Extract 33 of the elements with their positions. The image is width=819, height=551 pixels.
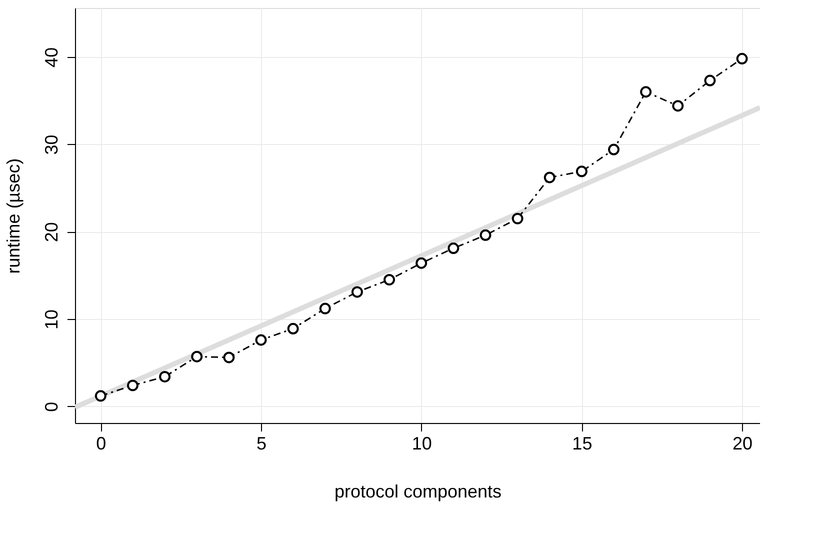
point — [736, 52, 748, 64]
point — [94, 390, 106, 402]
point — [126, 380, 138, 392]
x-tick-label: 5 — [256, 434, 267, 454]
point — [480, 229, 492, 241]
x-tick-label: 0 — [96, 434, 106, 454]
y-tick-label: 40 — [42, 47, 62, 68]
x-tick-label: 20 — [732, 434, 753, 454]
y-tick-label: 0 — [42, 402, 62, 412]
point — [608, 144, 620, 156]
point — [384, 274, 396, 286]
x-tick-label: 10 — [412, 434, 432, 454]
point — [576, 166, 588, 178]
point — [448, 242, 460, 254]
point — [640, 86, 652, 98]
point — [416, 257, 428, 269]
point — [159, 370, 171, 382]
point — [319, 302, 331, 314]
point — [512, 212, 524, 224]
y-tick-label: 20 — [42, 222, 62, 242]
y-tick-label: 10 — [42, 310, 62, 330]
point — [255, 334, 267, 346]
point — [672, 100, 684, 112]
y-tick-label: 30 — [42, 134, 62, 155]
point — [223, 352, 235, 364]
point — [704, 74, 716, 86]
point — [544, 172, 556, 184]
point — [351, 286, 363, 298]
point — [191, 350, 203, 362]
x-axis-title: protocol components — [334, 482, 502, 502]
y-axis-title: runtime (µsec) — [4, 158, 24, 274]
point — [287, 322, 299, 334]
x-tick-label: 15 — [572, 434, 592, 454]
